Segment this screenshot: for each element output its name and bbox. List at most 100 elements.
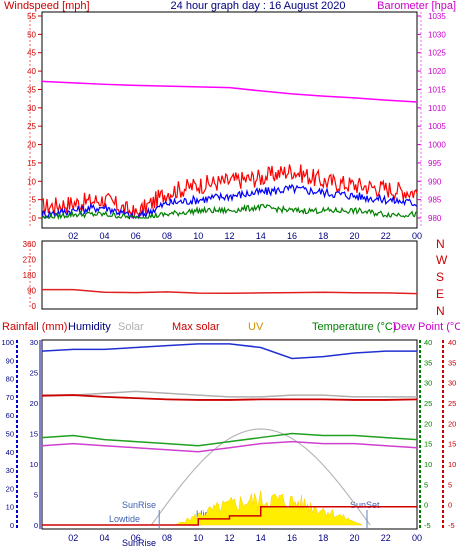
y-tick-dew-30: 30 bbox=[448, 379, 456, 388]
x-tick-p3-10: 10 bbox=[193, 533, 203, 543]
y-tick-dir-0: 0 bbox=[32, 302, 37, 311]
y-tick-baro-985: 985 bbox=[428, 196, 442, 205]
y-tick-baro-990: 990 bbox=[428, 177, 442, 186]
series-direction bbox=[42, 288, 418, 295]
x-tick-p1-16: 16 bbox=[287, 231, 297, 241]
y-tick-baro-1035: 1035 bbox=[428, 12, 446, 21]
y-tick-rain-30: 30 bbox=[30, 338, 38, 347]
panel3-frame bbox=[41, 339, 418, 530]
y-tick-dir-270: 270 bbox=[23, 256, 37, 265]
x-tick-p3-00: 00 bbox=[412, 533, 422, 543]
panel2-frame bbox=[41, 240, 418, 310]
y-tick-rain-20: 20 bbox=[30, 399, 38, 408]
compass-w: W bbox=[436, 253, 448, 267]
x-tick-p3-22: 22 bbox=[381, 533, 391, 543]
y-tick-hum-0: 0 bbox=[10, 521, 14, 530]
y-tick-baro-1010: 1010 bbox=[428, 104, 446, 113]
series-solar-fill bbox=[173, 490, 363, 526]
panel3-legend: Rainfall (mm) Humidity Solar Max solar U… bbox=[2, 321, 460, 333]
x-tick-p3-14: 14 bbox=[256, 533, 266, 543]
y-tick-dir-180: 180 bbox=[23, 271, 37, 280]
y-tick-wind-35: 35 bbox=[27, 85, 36, 94]
y-tick-temp-15: 15 bbox=[424, 440, 432, 449]
legend-rainfall: Rainfall (mm) bbox=[2, 321, 67, 333]
sunset-label: SunSet bbox=[350, 500, 380, 510]
series-humidity bbox=[41, 343, 417, 360]
x-tick-p1-14: 14 bbox=[256, 231, 266, 241]
y-tick-baro-980: 980 bbox=[428, 214, 442, 223]
y-tick-wind-20: 20 bbox=[27, 141, 36, 150]
x-tick-p3-08: 08 bbox=[162, 533, 172, 543]
compass-s: S bbox=[436, 270, 444, 284]
y-tick-wind-30: 30 bbox=[27, 104, 36, 113]
y-tick-baro-995: 995 bbox=[428, 159, 442, 168]
y-tick-rain-25: 25 bbox=[30, 369, 38, 378]
y-tick-hum-80: 80 bbox=[6, 375, 14, 384]
y-tick-temp--5: -5 bbox=[424, 521, 431, 530]
y-tick-temp-35: 35 bbox=[424, 358, 432, 367]
y-tick-wind-25: 25 bbox=[27, 122, 36, 131]
lowtide-label: Lowtide bbox=[109, 514, 140, 524]
y-tick-baro-1030: 1030 bbox=[428, 30, 446, 39]
y-tick-baro-1005: 1005 bbox=[428, 122, 446, 131]
legend-uv: UV bbox=[248, 321, 264, 333]
series-max-solar bbox=[41, 394, 418, 401]
y-tick-wind-15: 15 bbox=[27, 159, 36, 168]
x-tick-p1-08: 08 bbox=[162, 231, 172, 241]
y-tick-hum-90: 90 bbox=[6, 356, 14, 365]
y-tick-wind-5: 5 bbox=[32, 196, 37, 205]
x-tick-p1-12: 12 bbox=[224, 231, 234, 241]
y-tick-dew-35: 35 bbox=[448, 358, 456, 367]
x-tick-p1-18: 18 bbox=[318, 231, 328, 241]
y-tick-wind-55: 55 bbox=[27, 12, 36, 21]
y-tick-temp-30: 30 bbox=[424, 379, 432, 388]
x-tick-p3-04: 04 bbox=[99, 533, 109, 543]
x-tick-p3-06: 06 bbox=[131, 533, 141, 543]
panel1-frame bbox=[41, 11, 418, 229]
y-tick-wind-45: 45 bbox=[27, 49, 36, 58]
series-barometer bbox=[41, 80, 418, 103]
legend-solar: Solar bbox=[118, 321, 144, 333]
y-tick-dew--5: -5 bbox=[448, 521, 455, 530]
y-tick-dew-10: 10 bbox=[448, 460, 456, 469]
y-tick-dew-20: 20 bbox=[448, 419, 456, 428]
y-tick-wind-10: 10 bbox=[27, 177, 36, 186]
chart-title: 24 hour graph day : 16 August 2020 bbox=[171, 0, 346, 12]
y-tick-hum-20: 20 bbox=[6, 484, 14, 493]
title-barometer: Barometer [hpa] bbox=[377, 0, 456, 12]
x-tick-p1-00: 00 bbox=[412, 231, 422, 241]
y-tick-dew-25: 25 bbox=[448, 399, 456, 408]
y-tick-wind-0: 0 bbox=[32, 214, 37, 223]
y-tick-baro-1020: 1020 bbox=[428, 67, 446, 76]
x-tick-p1-06: 06 bbox=[131, 231, 141, 241]
y-tick-dir-90: 90 bbox=[27, 287, 36, 296]
y-tick-hum-10: 10 bbox=[6, 503, 14, 512]
y-tick-baro-1015: 1015 bbox=[428, 85, 446, 94]
y-tick-dew-40: 40 bbox=[448, 338, 456, 347]
y-tick-hum-70: 70 bbox=[6, 393, 14, 402]
series-max-solar-curve bbox=[150, 428, 371, 526]
compass-labels: N W S E N bbox=[436, 237, 448, 318]
y-tick-rain-10: 10 bbox=[30, 460, 38, 469]
series-low bbox=[41, 203, 417, 221]
y-tick-temp-10: 10 bbox=[424, 460, 432, 469]
y-tick-temp-25: 25 bbox=[424, 399, 432, 408]
x-tick-p3-02: 02 bbox=[68, 533, 78, 543]
compass-n1: N bbox=[436, 237, 445, 251]
series-average bbox=[41, 183, 418, 220]
y-tick-temp-0: 0 bbox=[424, 501, 428, 510]
x-tick-p1-10: 10 bbox=[193, 231, 203, 241]
y-tick-hum-100: 100 bbox=[1, 338, 14, 347]
series-temperature bbox=[41, 432, 418, 447]
title-windspeed: Windspeed [mph] bbox=[4, 0, 90, 12]
y-tick-hum-60: 60 bbox=[6, 411, 14, 420]
y-tick-dew-5: 5 bbox=[448, 480, 452, 489]
y-tick-temp-40: 40 bbox=[424, 338, 432, 347]
y-tick-dir-360: 360 bbox=[23, 240, 37, 249]
legend-humidity: Humidity bbox=[68, 321, 111, 333]
x-tick-p1-22: 22 bbox=[381, 231, 391, 241]
y-tick-rain-5: 5 bbox=[34, 491, 38, 500]
sunrise-bottom-label: SunRise bbox=[122, 538, 156, 548]
